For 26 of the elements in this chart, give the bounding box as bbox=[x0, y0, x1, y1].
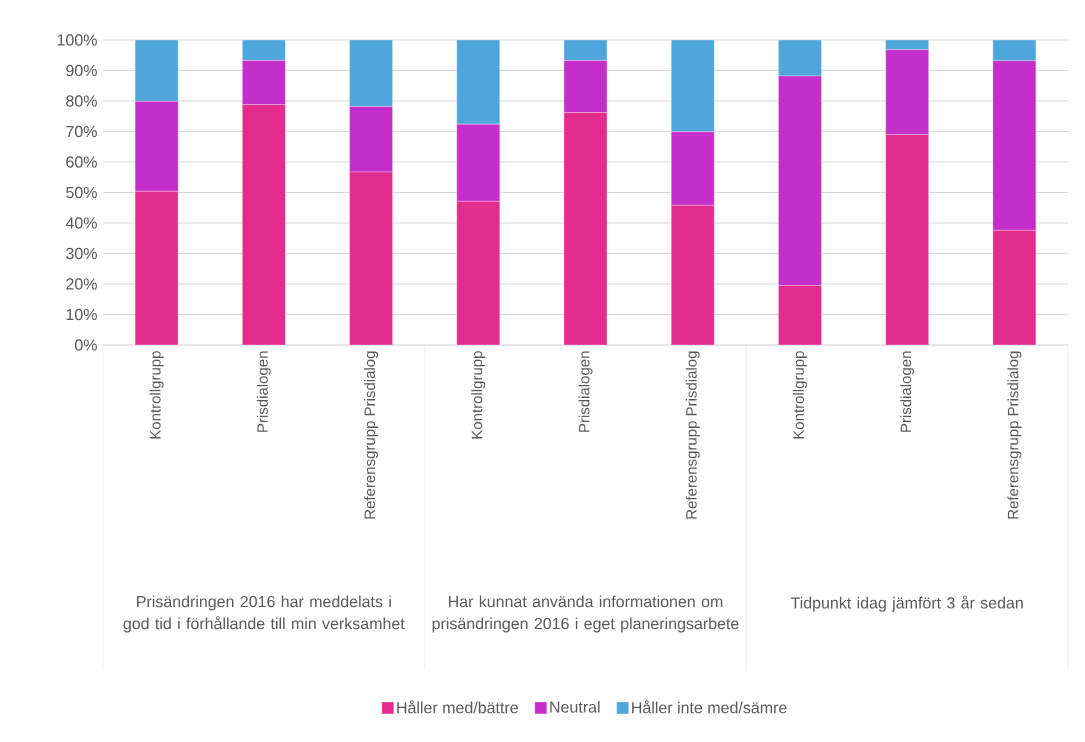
legend-label: Håller med/bättre bbox=[397, 700, 518, 714]
y-tick-label: 60% bbox=[66, 156, 97, 168]
x-tick-label: Kontrollgrupp bbox=[149, 351, 164, 439]
y-tick-label: 70% bbox=[66, 125, 97, 138]
text: Prisändringen 2016 har meddelats i god tid i förhållande till min verksamhet bbox=[123, 595, 405, 633]
y-tick-label: 90% bbox=[66, 64, 97, 77]
x-tick-label: Referensgrupp Prisdialog bbox=[685, 351, 700, 519]
legend-label: Håller inte med/sämre bbox=[632, 700, 787, 714]
x-tick-label: Prisdialogen bbox=[256, 351, 271, 432]
y-tick-label: 80% bbox=[66, 95, 97, 107]
x-tick-label: Prisdialogen bbox=[578, 351, 593, 432]
x-tick-label: Referensgrupp Prisdialog bbox=[364, 351, 379, 519]
y-tick-label: 0% bbox=[74, 339, 97, 351]
y-tick-label: 20% bbox=[66, 278, 97, 290]
y-tick-label: 50% bbox=[66, 186, 97, 199]
text: Har kunnat använda informationen om prisändringen 2016 i eget planeringsarbete bbox=[432, 595, 739, 633]
y-tick-label: 10% bbox=[66, 308, 97, 321]
legend-label: Neutral bbox=[550, 700, 600, 713]
x-tick-label: Referensgrupp Prisdialog bbox=[1007, 351, 1022, 519]
y-tick-label: 100% bbox=[57, 34, 97, 46]
x-tick-label: Prisdialogen bbox=[900, 351, 915, 432]
text: Tidpunkt idag jämfört 3 år sedan bbox=[790, 595, 1023, 612]
x-tick-label: Kontrollgrupp bbox=[471, 351, 486, 439]
y-tick-label: 40% bbox=[65, 217, 97, 229]
x-tick-label: Kontrollgrupp bbox=[792, 351, 807, 439]
y-tick-label: 30% bbox=[66, 247, 97, 260]
